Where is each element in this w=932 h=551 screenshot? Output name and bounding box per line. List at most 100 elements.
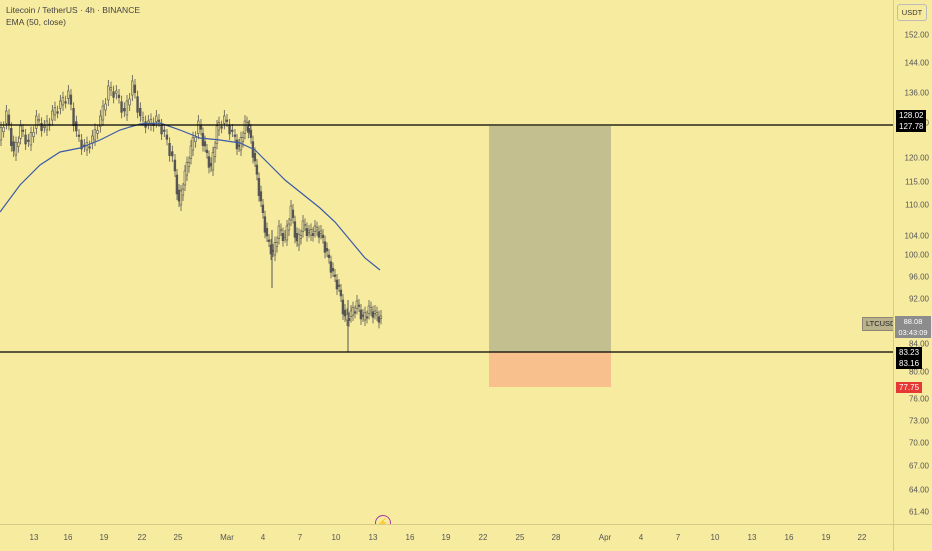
candle-body [257,178,261,196]
candle-body [341,299,345,315]
candle-body [377,316,381,323]
time-tick: Mar [220,533,234,542]
candle-body [179,190,183,206]
price-tick: 61.40 [908,507,929,517]
time-tick: 7 [297,533,303,542]
candle-body [64,101,67,104]
candle-body [168,143,171,156]
symbol-legend[interactable]: Litecoin / TetherUS · 4h · BINANCE [6,5,141,15]
candle-body [101,105,105,121]
candle-body [371,311,375,318]
candle-body [43,125,46,128]
price-tick: 104.00 [904,231,929,241]
candle-body [35,115,38,129]
candle-body [191,137,195,151]
candle-body [173,159,177,172]
currency-button[interactable]: USDT [897,4,927,21]
candle-body [357,304,361,307]
candle-body [363,312,367,321]
time-tick: 10 [331,533,341,542]
candle-body [189,145,193,159]
candle-body [327,254,331,258]
candle-body [261,204,265,213]
candle-body [75,121,78,132]
candle-body [131,80,134,96]
price-tick: 120.00 [904,153,929,163]
candle-body [359,309,363,320]
candle-body [281,233,285,241]
candle-body [235,139,239,150]
ema-legend[interactable]: EMA (50, close) [6,17,66,27]
last-price-label: 88.08 [903,317,923,326]
candle-body [19,125,22,139]
candle-body [136,96,139,113]
time-tick: 25 [515,533,525,542]
candle-body [37,119,41,122]
candle-body [115,90,118,94]
candle-body [104,103,107,111]
lower-level-label-b: 83.16 [896,358,923,369]
candle-body [263,216,267,233]
candle-body [255,164,259,175]
candle-body [323,241,327,253]
candle-body [171,151,174,157]
time-tick: 25 [173,533,183,542]
candle-body [349,310,353,317]
candle-body [117,94,121,98]
candle-body [29,132,33,146]
time-tick: 22 [857,533,867,542]
candle-body [53,107,57,116]
time-tick: 13 [747,533,757,542]
price-chart[interactable] [0,0,893,524]
candle-body [367,305,371,314]
price-tick: 80.00 [908,367,929,377]
stop-loss-label: 77.75 [896,382,923,393]
candle-body [109,87,113,91]
candle-body [307,230,311,233]
candle-body [24,134,27,145]
candle-body [305,228,309,236]
candle-body [14,142,18,156]
candle-body [365,316,369,319]
price-tick: 110.00 [905,200,929,210]
candle-body [120,101,123,113]
candle-body [17,142,20,147]
price-tick: 64.00 [908,485,929,495]
candle-body [369,307,373,311]
candle-body [51,110,54,121]
candle-body [325,248,329,252]
candle-body [59,100,62,109]
candle-body [155,115,158,122]
candle-body [10,128,13,146]
lower-level-label-a: 83.23 [896,347,923,358]
price-tick: 96.00 [908,272,929,282]
candle-body [285,225,289,241]
candle-body [321,234,325,238]
price-tick: 136.00 [904,88,929,98]
candle-body [207,156,211,168]
candle-body [225,119,229,122]
candle-body [40,123,43,131]
candle-body [339,289,343,297]
price-axis[interactable]: 152.00144.00136.00128.00120.00115.00110.… [893,0,932,524]
candle-body [133,84,137,93]
time-tick: 16 [784,533,794,542]
candle-body [175,174,179,195]
candle-body [69,94,73,105]
upper-level-label-a: 128.02 [896,110,927,121]
time-tick: 28 [551,533,561,542]
candle-body [233,134,237,137]
price-tick: 115.00 [905,177,929,187]
candle-body [295,233,299,242]
candle-body [299,235,303,239]
candle-body [319,230,323,234]
candle-body [93,129,97,141]
chart-canvas[interactable]: Litecoin / TetherUS · 4h · BINANCE EMA (… [0,0,893,524]
lightning-icon[interactable]: ⚡ [375,515,391,524]
candle-body [220,126,223,129]
time-tick: 16 [63,533,73,542]
time-axis[interactable]: 13 16 19 22 25 Mar 4 7 10 13 16 19 22 25 28 Apr 4 7 10 13 16… [0,524,893,551]
candle-body [139,108,142,117]
time-tick: 4 [260,533,266,542]
price-tick: 92.00 [908,294,929,304]
